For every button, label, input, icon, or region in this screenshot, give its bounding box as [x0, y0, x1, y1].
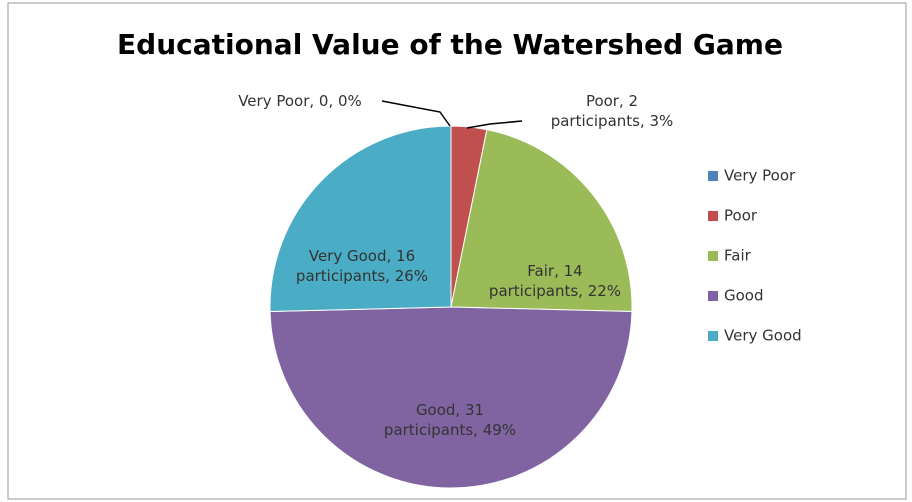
chart-title: Educational Value of the Watershed Game: [117, 28, 783, 61]
leader-line: [466, 120, 523, 129]
pie-slice: [269, 125, 452, 313]
data-label: Very Good, 16 participants, 26%: [295, 247, 429, 285]
legend-swatch: [708, 331, 718, 341]
data-label: Fair, 14 participants, 22%: [488, 262, 622, 300]
legend-label: Good: [724, 287, 764, 305]
pie-slice: [269, 306, 633, 489]
pie-slice: [450, 128, 633, 313]
data-label: Good, 31 participants, 49%: [383, 401, 517, 439]
legend-swatch: [708, 251, 718, 261]
legend-swatch: [708, 211, 718, 221]
legend-swatch: [708, 291, 718, 301]
legend-label: Very Poor: [724, 167, 796, 185]
legend-label: Very Good: [724, 327, 802, 345]
data-label: Poor, 2 participants, 3%: [550, 92, 674, 130]
data-label: Very Poor, 0, 0%: [238, 92, 362, 110]
legend-label: Poor: [724, 207, 758, 225]
legend-swatch: [708, 171, 718, 181]
leader-line: [381, 100, 451, 127]
legend-label: Fair: [724, 247, 752, 265]
